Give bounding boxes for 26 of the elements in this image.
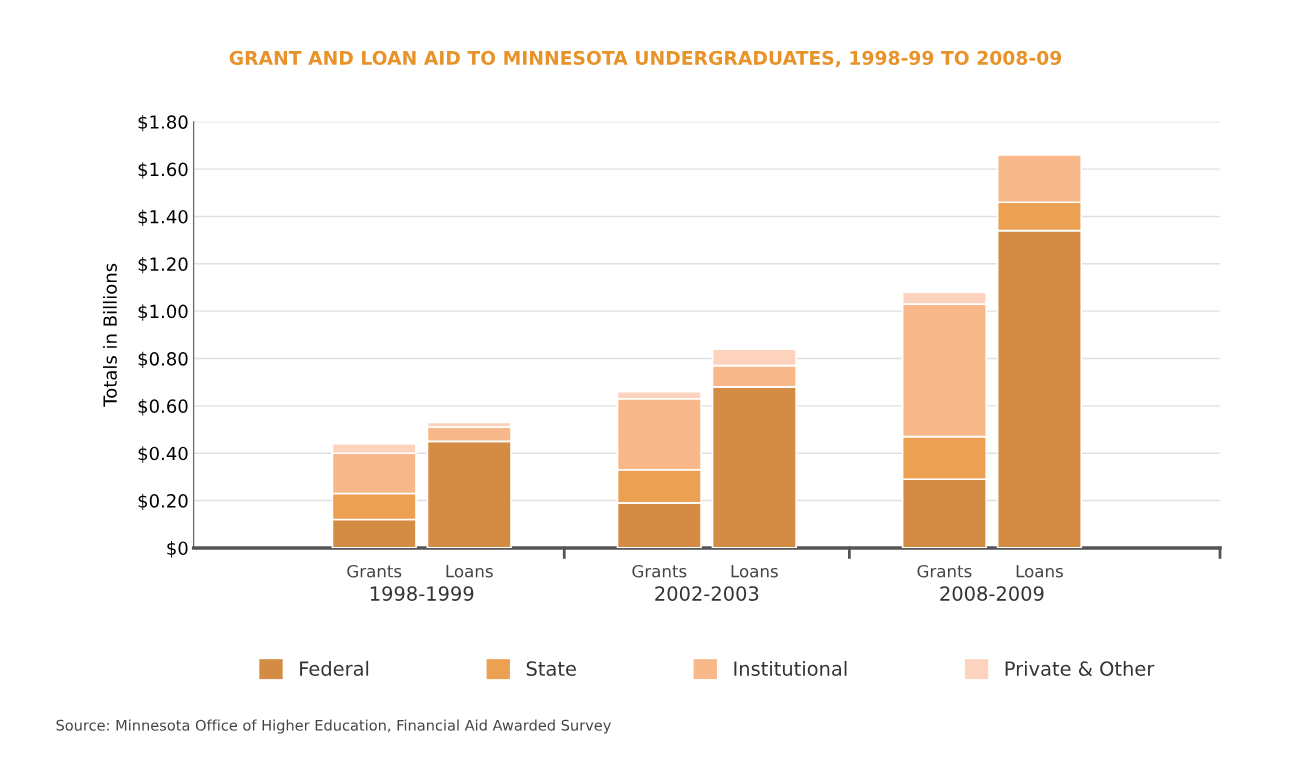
x-tick-label: Loans	[446, 565, 493, 578]
y-tick-label: $0.80	[138, 351, 188, 369]
y-tick-label: $0.60	[138, 399, 188, 416]
legend-label: Institutional	[734, 660, 847, 676]
x-tick-label: Loans	[731, 565, 778, 578]
legend-label: Private & Other	[1005, 660, 1155, 676]
y-tick-label: $1.20	[138, 256, 188, 274]
text: 2008-2009	[940, 586, 1044, 601]
y-tick-label: $0.40	[138, 446, 188, 463]
legend-label: Federal	[300, 660, 369, 676]
text: 1998-1999	[370, 586, 474, 601]
x-tick-label: Grants	[347, 564, 402, 578]
y-tick-label: $1.80	[138, 114, 188, 132]
y-tick-label: $0	[167, 541, 188, 558]
source-note: Source: Minnesota Office of Higher Education, Financial Aid Awarded Survey	[56, 719, 611, 734]
x-tick-label: Loans	[1016, 565, 1063, 578]
y-tick-label: $1.00	[138, 304, 188, 321]
x-tick-label: Grants	[632, 564, 687, 578]
y-tick-label: $1.60	[138, 162, 188, 179]
text: 2002-2003	[655, 586, 759, 601]
y-tick-label: $1.40	[138, 209, 188, 226]
x-tick-label: Grants	[917, 564, 972, 578]
y-axis-title: Totals in Billions	[102, 263, 117, 407]
chart-title: GRANT AND LOAN AID TO MINNESOTA UNDERGRADUATES, 1998-99 TO 2008-09	[229, 50, 1062, 68]
y-tick-label: $0.20	[138, 493, 188, 511]
legend-label: State	[526, 661, 576, 676]
